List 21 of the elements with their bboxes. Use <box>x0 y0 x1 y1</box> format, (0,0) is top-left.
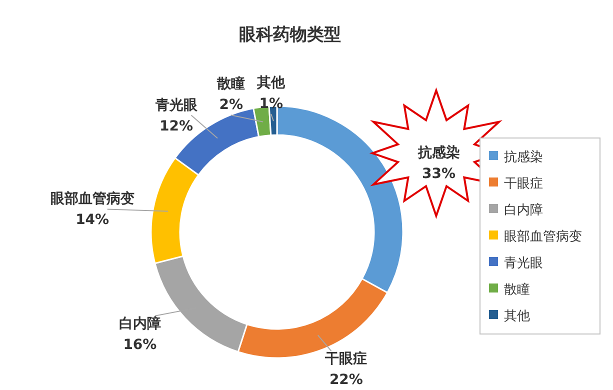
slice-label: 眼部血管病变 <box>50 190 134 208</box>
legend-label: 散瞳 <box>504 282 530 298</box>
data-label: 12% <box>160 118 194 134</box>
data-label: 33% <box>422 166 456 182</box>
legend-label: 其他 <box>504 309 530 324</box>
chart-title: 眼科药物类型 <box>239 25 341 45</box>
data-label: 14% <box>76 212 110 228</box>
legend-label: 眼部血管病变 <box>504 230 582 244</box>
slice-label: 白内障 <box>118 314 161 332</box>
legend-label: 抗感染 <box>504 150 543 165</box>
legend-label: 青光眼 <box>504 256 543 271</box>
slice-label: 其他 <box>256 75 286 92</box>
slice-label: 抗感染 <box>416 144 460 162</box>
legend-label: 白内障 <box>504 203 543 218</box>
data-label: 22% <box>329 372 363 388</box>
slice-label: 散瞳 <box>216 75 246 92</box>
data-label: 16% <box>123 336 157 353</box>
slice-label: 青光眼 <box>154 97 198 114</box>
data-label: 2% <box>219 97 243 114</box>
legend-label: 干眼症 <box>504 176 543 192</box>
slice-label: 干眼症 <box>324 350 368 367</box>
